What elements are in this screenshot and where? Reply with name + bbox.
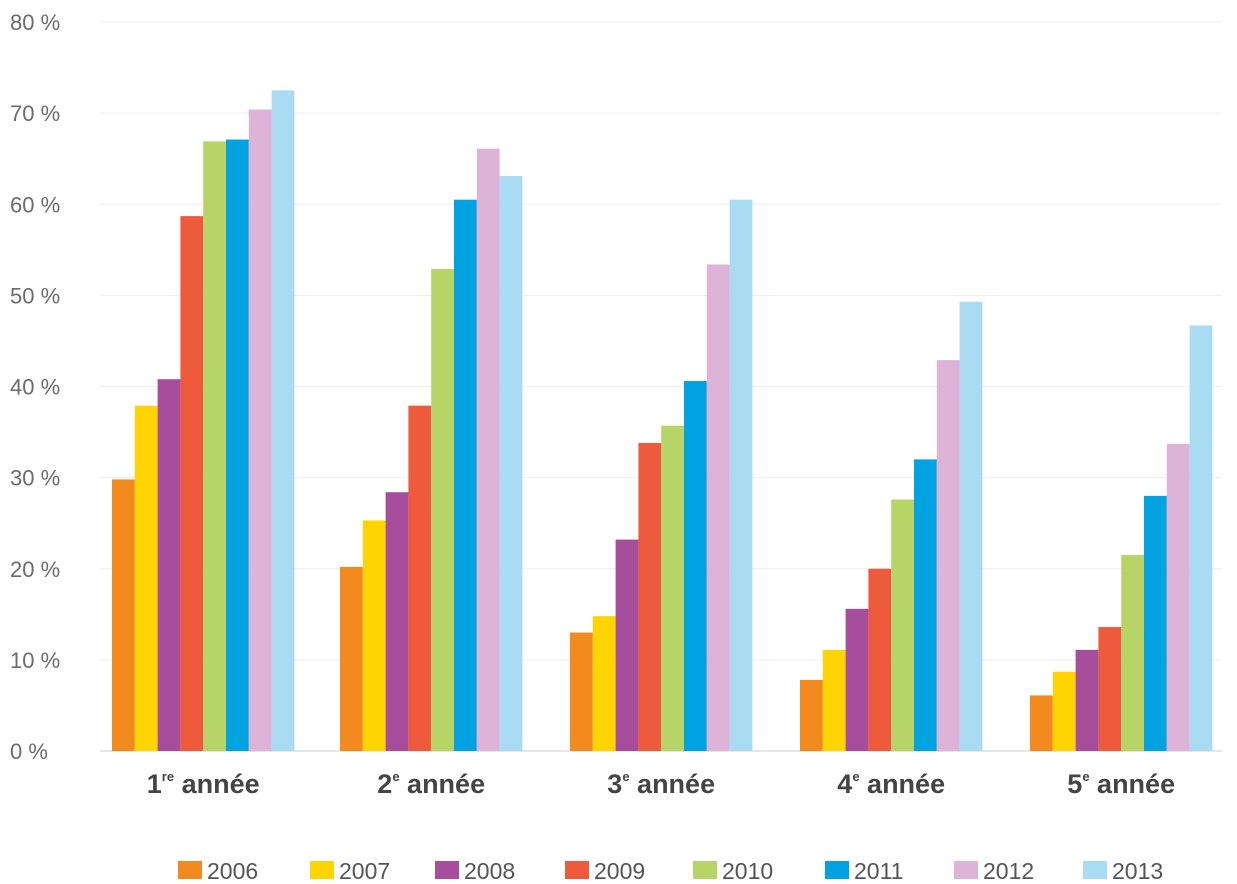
bar-2006-cat3 bbox=[570, 632, 593, 751]
y-tick-label: 60 % bbox=[10, 192, 60, 217]
legend-swatch-2011 bbox=[825, 861, 849, 879]
bar-2011-cat3 bbox=[684, 381, 707, 751]
category-label: 5e année bbox=[1067, 769, 1175, 799]
bar-2008-cat4 bbox=[845, 608, 869, 751]
bar-2010-cat3 bbox=[661, 425, 684, 751]
bar-2012-cat3 bbox=[706, 264, 730, 751]
y-tick-label: 40 % bbox=[10, 375, 60, 400]
y-tick-label: 70 % bbox=[10, 101, 60, 126]
x-axis-categories: 1re année 2e année 3e année 4e année 5e anné… bbox=[147, 769, 1175, 799]
category-label: 4e année bbox=[837, 769, 945, 799]
bars bbox=[112, 90, 1213, 752]
bar-2012-cat4 bbox=[936, 360, 960, 751]
bar-2006-cat4 bbox=[800, 679, 823, 751]
legend-label-2012: 2012 bbox=[983, 858, 1034, 884]
bar-2007-cat4 bbox=[822, 649, 846, 751]
legend-swatch-2012 bbox=[954, 861, 978, 879]
bar-2008-cat5 bbox=[1075, 649, 1099, 751]
legend-label-2006: 2006 bbox=[207, 858, 258, 884]
bar-2006-cat5 bbox=[1030, 695, 1053, 751]
legend-swatch-2008 bbox=[435, 861, 459, 879]
bar-2006-cat1 bbox=[112, 479, 135, 751]
legend-label-2007: 2007 bbox=[339, 858, 390, 884]
y-axis-ticks: 0 % 10 % 20 % 30 % 40 % 50 % 60 % 70 % 80 % bbox=[10, 10, 60, 764]
bar-2010-cat4 bbox=[891, 499, 914, 751]
bar-2013-cat2 bbox=[499, 176, 523, 752]
bar-2010-cat5 bbox=[1121, 555, 1144, 751]
legend-swatch-2013 bbox=[1083, 861, 1107, 879]
legend-swatch-2006 bbox=[178, 861, 202, 879]
bar-2009-cat2 bbox=[408, 405, 432, 751]
bar-2009-cat3 bbox=[638, 442, 662, 751]
category-label: 1re année bbox=[147, 769, 260, 799]
bar-2010-cat2 bbox=[431, 268, 454, 751]
legend-label-2009: 2009 bbox=[594, 858, 645, 884]
bar-2008-cat1 bbox=[157, 379, 181, 751]
legend-label-2011: 2011 bbox=[854, 858, 903, 884]
bar-2008-cat3 bbox=[615, 539, 639, 751]
y-tick-label: 0 % bbox=[10, 739, 48, 764]
bar-2011-cat2 bbox=[454, 199, 477, 752]
bar-2009-cat5 bbox=[1098, 627, 1122, 751]
bar-2007-cat2 bbox=[362, 520, 386, 751]
legend-label-2010: 2010 bbox=[722, 858, 773, 884]
legend-label-2013: 2013 bbox=[1112, 858, 1163, 884]
bar-2012-cat2 bbox=[476, 148, 500, 751]
bar-2008-cat2 bbox=[385, 492, 409, 751]
legend-swatch-2007 bbox=[310, 861, 334, 879]
bar-2007-cat5 bbox=[1052, 671, 1076, 751]
y-tick-label: 80 % bbox=[10, 10, 60, 35]
bar-2006-cat2 bbox=[340, 566, 363, 751]
bar-2013-cat5 bbox=[1189, 325, 1213, 751]
y-tick-label: 20 % bbox=[10, 557, 60, 582]
bar-2013-cat3 bbox=[729, 199, 753, 752]
bar-2007-cat3 bbox=[592, 616, 616, 751]
legend: 2006 2007 2008 2009 2010 2011 2012 2013 bbox=[178, 858, 1163, 884]
legend-label-2008: 2008 bbox=[464, 858, 515, 884]
bar-2009-cat1 bbox=[180, 216, 204, 751]
bar-2012-cat1 bbox=[248, 109, 272, 752]
bar-2013-cat4 bbox=[959, 301, 983, 751]
bar-2012-cat5 bbox=[1166, 443, 1190, 751]
category-label: 3e année bbox=[607, 769, 715, 799]
bar-2009-cat4 bbox=[868, 568, 892, 751]
bar-2011-cat1 bbox=[226, 139, 249, 751]
bar-2013-cat1 bbox=[271, 90, 295, 751]
bar-2010-cat1 bbox=[203, 141, 226, 751]
y-tick-label: 50 % bbox=[10, 283, 60, 308]
y-tick-label: 30 % bbox=[10, 466, 60, 491]
bar-2007-cat1 bbox=[134, 405, 158, 751]
legend-swatch-2010 bbox=[693, 861, 717, 879]
legend-swatch-2009 bbox=[565, 861, 589, 879]
bar-2011-cat4 bbox=[914, 459, 937, 751]
bar-2011-cat5 bbox=[1144, 495, 1167, 751]
category-label: 2e année bbox=[377, 769, 485, 799]
y-tick-label: 10 % bbox=[10, 648, 60, 673]
